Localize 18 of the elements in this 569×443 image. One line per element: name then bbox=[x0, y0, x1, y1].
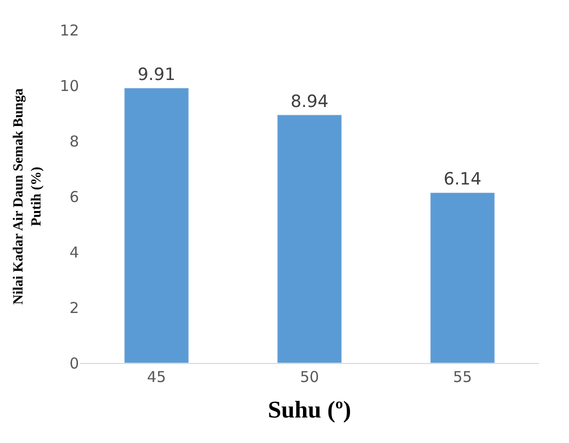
data-label: 6.14 bbox=[444, 170, 482, 190]
y-axis-title: Nilai Kadar Air Daun Semak Bunga Putih (%) bbox=[11, 88, 45, 305]
x-axis-title: Suhu (º) bbox=[268, 397, 352, 424]
bar bbox=[430, 192, 495, 363]
y-tick-label: 8 bbox=[69, 132, 79, 150]
y-tick-label: 6 bbox=[69, 188, 79, 206]
x-tick-label: 50 bbox=[300, 368, 320, 386]
bar bbox=[124, 88, 189, 363]
y-tick-label: 12 bbox=[60, 21, 79, 40]
data-label: 9.91 bbox=[138, 65, 176, 85]
bar bbox=[277, 114, 342, 363]
y-tick-label: 4 bbox=[69, 243, 79, 262]
data-label: 8.94 bbox=[290, 92, 328, 112]
x-tick-label: 55 bbox=[452, 368, 472, 386]
y-tick-label: 0 bbox=[69, 354, 79, 372]
y-tick-label: 2 bbox=[69, 298, 79, 317]
x-tick-label: 45 bbox=[146, 368, 166, 386]
y-tick-label: 10 bbox=[60, 76, 79, 95]
